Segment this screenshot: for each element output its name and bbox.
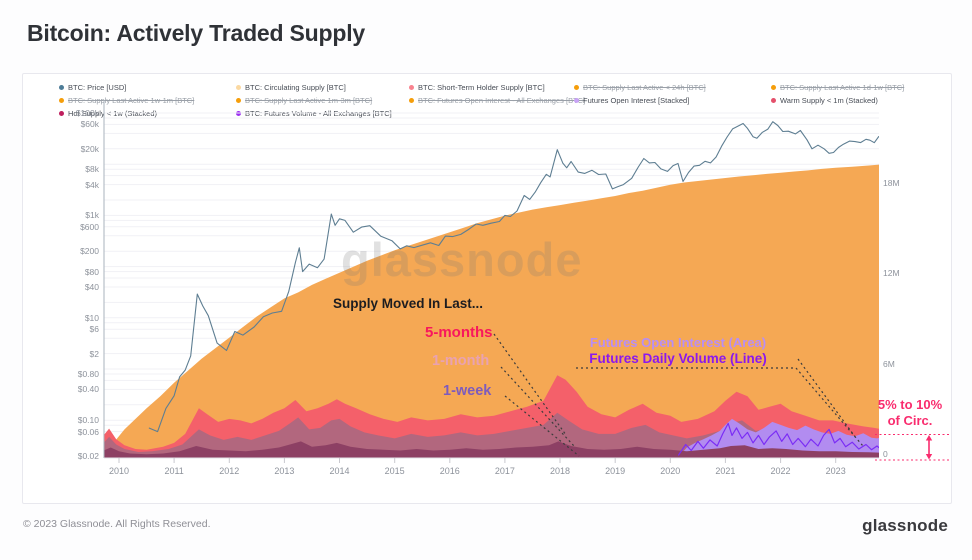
- page-title: Bitcoin: Actively Traded Supply: [27, 20, 366, 46]
- legend-label: BTC: Supply Last Active 1d-1w [BTC]: [780, 83, 905, 92]
- glassnode-logo: glassnode: [862, 516, 948, 535]
- legend-item-btc-supply-last-active-24h-btc[interactable]: BTC: Supply Last Active < 24h [BTC]: [574, 82, 706, 93]
- legend-swatch: [236, 85, 241, 90]
- legend-swatch: [236, 98, 241, 103]
- chart-canvas[interactable]: [23, 74, 951, 503]
- legend-label: BTC: Futures Open Interest - All Exchang…: [418, 96, 586, 105]
- legend-item-futures-open-interest-stacked[interactable]: Futures Open Interest [Stacked]: [574, 95, 689, 106]
- legend-label: BTC: Price [USD]: [68, 83, 127, 92]
- legend-swatch: [59, 111, 64, 116]
- legend-swatch: [59, 85, 64, 90]
- legend-label: BTC: Supply Last Active < 24h [BTC]: [583, 83, 706, 92]
- legend-label: Warm Supply < 1m (Stacked): [780, 96, 878, 105]
- legend-swatch: [771, 85, 776, 90]
- legend-swatch: [574, 85, 579, 90]
- chart-card: BTC: Price [USD] BTC: Circulating Supply …: [22, 73, 952, 504]
- legend-label: BTC: Short-Term Holder Supply [BTC]: [418, 83, 545, 92]
- legend-label: BTC: Supply Last Active 1m-3m [BTC]: [245, 96, 373, 105]
- legend-swatch: [771, 98, 776, 103]
- chart-area[interactable]: glassnode $100k $60k $20k $8k $4k $1k $600 $200…: [23, 74, 951, 503]
- legend-swatch: [409, 98, 414, 103]
- copyright-text: © 2023 Glassnode. All Rights Reserved.: [23, 518, 211, 530]
- legend-item-btc-short-term-holder-supply-btc[interactable]: BTC: Short-Term Holder Supply [BTC]: [409, 82, 545, 93]
- legend-label: BTC: Circulating Supply [BTC]: [245, 83, 346, 92]
- legend-item-warm-supply-1m-stacked[interactable]: Warm Supply < 1m (Stacked): [771, 95, 878, 106]
- legend-item-btc-circulating-supply-btc[interactable]: BTC: Circulating Supply [BTC]: [236, 82, 346, 93]
- legend-item-btc-futures-open-interest-all-exchanges-btc[interactable]: BTC: Futures Open Interest - All Exchang…: [409, 95, 585, 106]
- legend-item-btc-supply-last-active-1m-3m-btc[interactable]: BTC: Supply Last Active 1m-3m [BTC]: [236, 95, 372, 106]
- legend-swatch: [574, 98, 579, 103]
- legend-item-btc-supply-last-active-1d-1w-btc[interactable]: BTC: Supply Last Active 1d-1w [BTC]: [771, 82, 904, 93]
- legend-label: Futures Open Interest [Stacked]: [583, 96, 690, 105]
- legend-swatch: [409, 85, 414, 90]
- legend-label: BTC: Supply Last Active 1w-1m [BTC]: [68, 96, 195, 105]
- legend-swatch: [59, 98, 64, 103]
- legend-item-btc-supply-last-active-1w-1m-btc[interactable]: BTC: Supply Last Active 1w-1m [BTC]: [59, 95, 194, 106]
- legend-item-btc-price-usd[interactable]: BTC: Price [USD]: [59, 82, 126, 93]
